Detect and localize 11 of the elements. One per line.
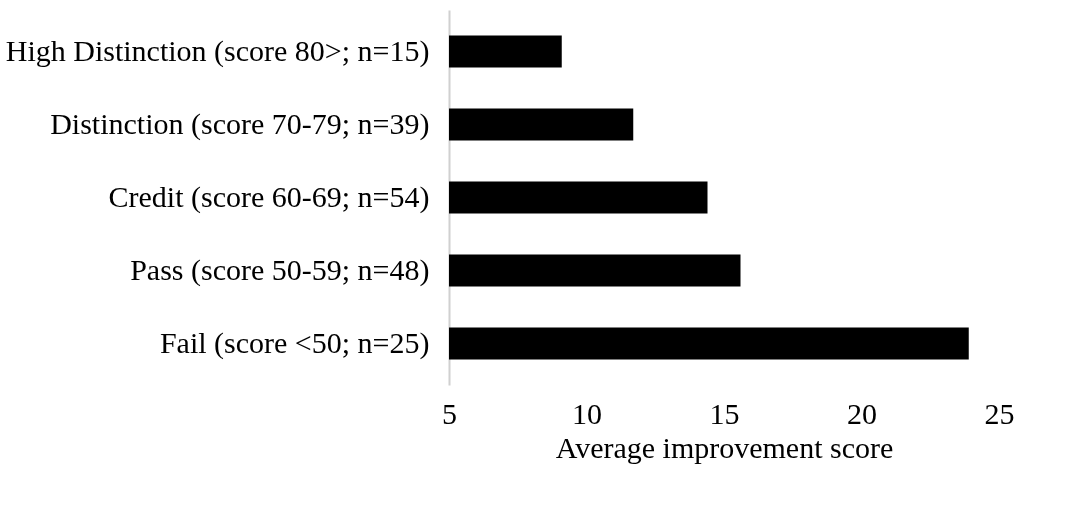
x-axis-title: Average improvement score [555,430,894,464]
x-tick-label: 20 [847,396,877,430]
x-tick-label: 15 [709,396,740,430]
y-tick-label: Fail (score <50; n=25) [159,326,430,360]
y-tick-label: High Distinction (score 80>; n=15) [5,34,430,68]
y-tick-label: Credit (score 60-69; n=54) [108,180,430,214]
x-tick-label: 25 [984,396,1015,430]
x-tick-label: 5 [442,396,457,430]
x-tick-label: 10 [572,396,602,430]
y-tick-label: Pass (score 50-59; n=48) [130,253,430,287]
y-tick-label: Distinction (score 70-79; n=39) [50,107,430,141]
